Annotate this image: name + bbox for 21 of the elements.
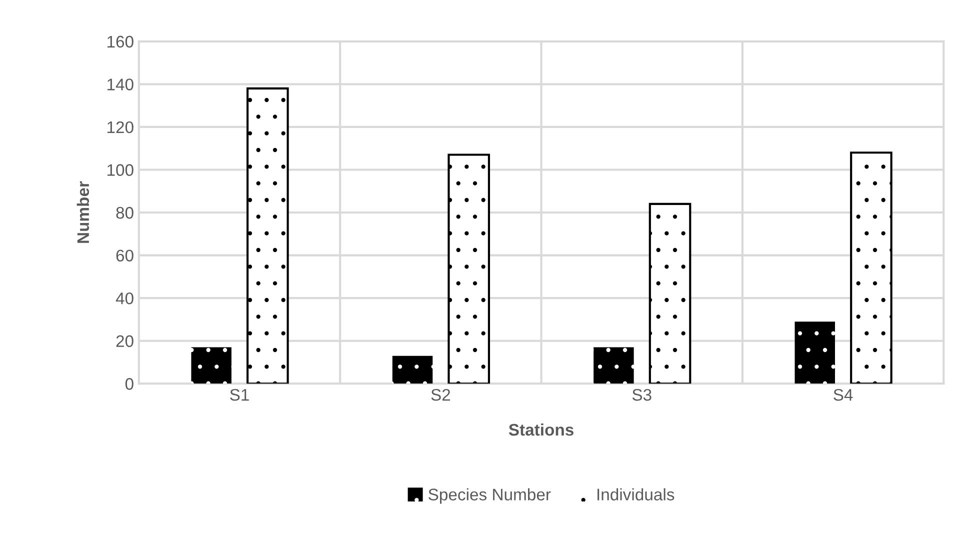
y-tick-label: 160 (108, 36, 134, 48)
y-axis-title: Number (76, 181, 90, 243)
y-tick-label: 80 (116, 206, 134, 219)
y-tick-label: 140 (108, 78, 134, 90)
x-axis-title: Stations (508, 423, 574, 436)
bar (191, 347, 232, 384)
y-tick-label: 20 (116, 335, 134, 348)
bar (794, 322, 835, 384)
x-tick-label: S4 (834, 388, 853, 401)
legend-label: Individuals (598, 488, 674, 500)
legend-label: Species Number (428, 488, 551, 504)
y-tick-label: 40 (116, 292, 134, 304)
x-tick-label: S2 (431, 388, 450, 401)
bar (392, 356, 433, 384)
x-tick-label: S1 (230, 388, 249, 401)
y-tick-label: 0 (125, 378, 134, 390)
y-tick-label: 60 (116, 250, 134, 262)
y-tick-label: 120 (108, 121, 134, 134)
x-tick-label: S3 (632, 388, 652, 401)
bar (594, 347, 634, 384)
y-tick-label: 100 (108, 164, 134, 176)
